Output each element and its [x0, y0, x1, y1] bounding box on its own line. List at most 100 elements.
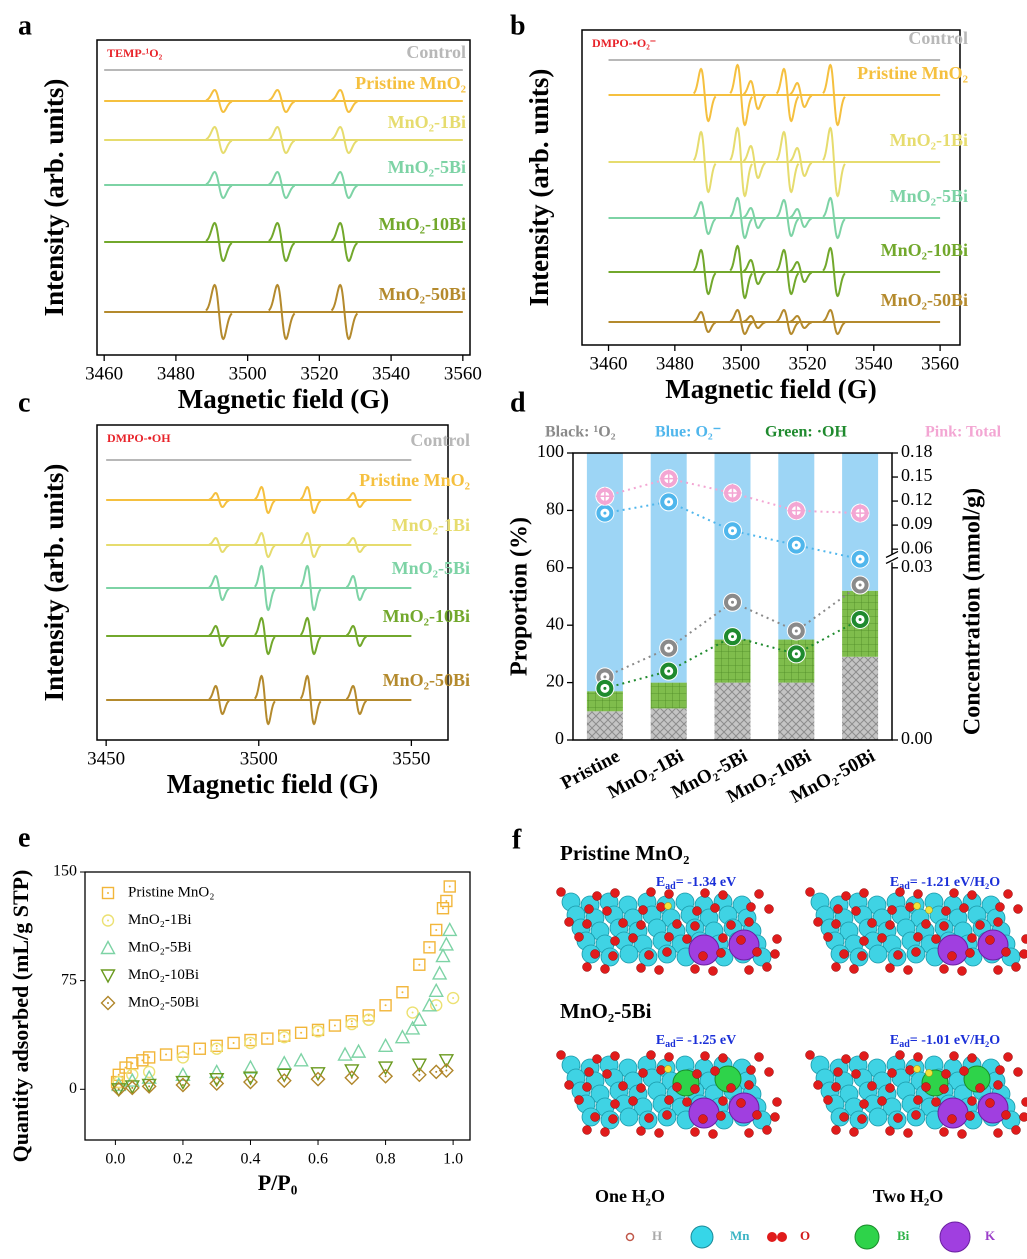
y2-tick-label: 0.03	[901, 556, 933, 576]
legend-label: O	[800, 1228, 810, 1243]
atom-o	[968, 1097, 977, 1106]
marker-dot	[216, 1048, 218, 1050]
atom-h2o	[914, 903, 921, 910]
atom-o	[655, 966, 664, 975]
annotation: DMPO-•O₂⁻	[592, 36, 656, 50]
atom-o	[663, 948, 672, 957]
bar-segment	[587, 711, 623, 740]
atom-o	[603, 907, 612, 916]
atom-o	[860, 937, 869, 946]
energy-value: = -1.21 eV/H₂O	[910, 875, 1000, 890]
atom-o	[639, 1069, 648, 1078]
atom-o	[593, 1055, 602, 1064]
atom-o	[745, 966, 754, 975]
x-tick-label: 0.0	[105, 1151, 125, 1168]
marker-dot	[131, 1087, 133, 1089]
atom-o	[888, 1069, 897, 1078]
energy-subscript: ad	[665, 1039, 676, 1050]
atom-o	[814, 918, 823, 927]
atom-o	[693, 907, 702, 916]
x-tick-label: 3550	[392, 748, 430, 769]
atom-o	[601, 1128, 610, 1137]
atom-o	[565, 918, 574, 927]
x-axis-label: Magnetic field (G)	[178, 384, 389, 414]
series-label: MnO₂-10Bi	[881, 240, 968, 260]
x-tick-label: 3540	[372, 363, 410, 384]
atom-o	[940, 965, 949, 974]
marker-dot	[118, 1088, 120, 1090]
atom-o	[673, 1083, 682, 1092]
atom-o	[894, 951, 903, 960]
y-axis-label: Intensity (arb. units)	[39, 464, 69, 702]
atom-o	[1004, 890, 1013, 899]
point	[440, 1055, 453, 1067]
atom-o	[950, 889, 959, 898]
atom-o	[773, 935, 782, 944]
atom-o	[637, 1084, 646, 1093]
atom-o	[886, 964, 895, 973]
point	[413, 1059, 426, 1071]
atom-o	[994, 1129, 1003, 1138]
point-dot	[859, 558, 862, 561]
atom-o	[585, 905, 594, 914]
caption: Two H₂O	[873, 1186, 944, 1206]
atom-o	[609, 952, 618, 961]
marker-dot	[334, 1025, 336, 1027]
atom-o	[832, 1083, 841, 1092]
atom-o	[673, 920, 682, 929]
atom-o	[806, 888, 815, 897]
atom-o	[986, 1099, 995, 1108]
caption: One H₂O	[595, 1186, 665, 1206]
atom-o	[932, 1098, 941, 1107]
legend-label: Mn	[730, 1228, 750, 1243]
atom-o	[948, 1115, 957, 1124]
atom-o	[583, 1083, 592, 1092]
point	[339, 1048, 352, 1060]
marker-dot	[351, 1020, 353, 1022]
atom-o	[996, 1066, 1005, 1075]
atom-o	[922, 1083, 931, 1092]
atom-o	[745, 1129, 754, 1138]
marker-dot	[418, 964, 420, 966]
point-dot	[603, 512, 606, 515]
atom-h2o	[665, 903, 672, 910]
y2-tick-label: 0.15	[901, 465, 933, 485]
atom-o	[904, 966, 913, 975]
x-tick-label: 3540	[855, 353, 893, 374]
atom-o	[655, 1129, 664, 1138]
x-tick-label: 3460	[590, 353, 628, 374]
atom-o	[693, 1070, 702, 1079]
atom-o	[619, 919, 628, 928]
atom-o	[966, 949, 975, 958]
atom-o	[699, 1115, 708, 1124]
x-tick-label: 3560	[921, 353, 959, 374]
x-axis-label: Magnetic field (G)	[665, 374, 876, 404]
marker-dot	[148, 1056, 150, 1058]
marker-dot	[216, 1083, 218, 1085]
atom-o	[868, 919, 877, 928]
point	[244, 1061, 257, 1073]
atom-h2o	[914, 1066, 921, 1073]
atom-o	[765, 1068, 774, 1077]
atom-o	[966, 1112, 975, 1121]
atom-o	[832, 1126, 841, 1135]
atom-o	[771, 950, 780, 959]
atom-mn	[620, 1108, 638, 1126]
y-tick-label: 40	[546, 613, 564, 633]
atom-o	[647, 1051, 656, 1060]
energy-value: = -1.34 eV	[676, 875, 736, 890]
y2-tick-label: 0.00	[901, 728, 933, 748]
legend-label: MnO₂-1Bi	[128, 912, 192, 928]
y-tick-label: 0	[555, 728, 564, 748]
atom-o	[914, 890, 923, 899]
atom-o	[1020, 1113, 1027, 1122]
marker-dot	[368, 1019, 370, 1021]
atom-o	[888, 906, 897, 915]
y-axis-label: Intensity (arb. units)	[39, 79, 69, 317]
legend-label: MnO₂-5Bi	[128, 939, 192, 955]
atom-o	[629, 934, 638, 943]
marker-dot	[249, 1039, 251, 1041]
energy-value: = -1.01 eV/H₂O	[910, 1033, 1000, 1048]
energy-value: = -1.25 eV	[676, 1033, 736, 1048]
marker-dot	[442, 907, 444, 909]
